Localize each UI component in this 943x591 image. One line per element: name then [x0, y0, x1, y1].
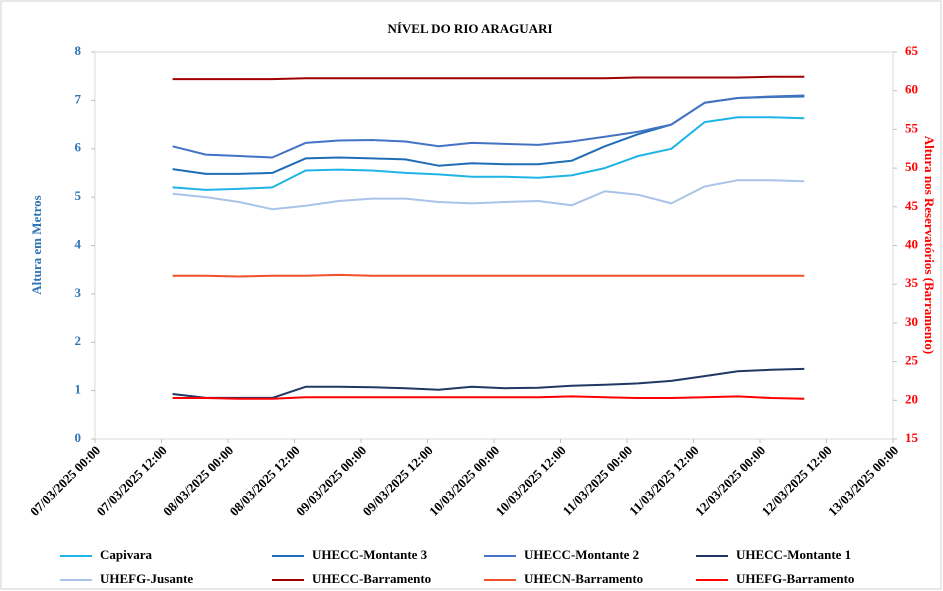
chart-title: NÍVEL DO RIO ARAGUARI [387, 21, 552, 36]
y-tick-label: 0 [75, 430, 82, 445]
y-tick-label: 2 [75, 333, 82, 348]
legend-label: UHECN-Barramento [524, 571, 643, 586]
y2-tick-label: 40 [905, 236, 918, 251]
y-axis-title: Altura em Metros [29, 195, 44, 294]
series-line [172, 116, 805, 191]
y-tick-label: 1 [75, 382, 82, 397]
y2-tick-label: 60 [905, 82, 918, 97]
series-line [172, 367, 805, 399]
y2-tick-label: 50 [905, 159, 918, 174]
y2-tick-label: 55 [905, 120, 919, 135]
y-tick-label: 4 [75, 236, 82, 251]
legend-label: UHECC-Barramento [312, 571, 431, 586]
y2-tick-label: 15 [905, 430, 919, 445]
legend-label: Capivara [100, 547, 153, 562]
series-line [172, 94, 805, 159]
legend-label: UHEFG-Jusante [100, 571, 193, 586]
legend-label: UHECC-Montante 3 [312, 547, 428, 562]
y-tick-label: 3 [75, 285, 82, 300]
legend-label: UHEFG-Barramento [736, 571, 854, 586]
series-line [172, 273, 805, 278]
y2-tick-label: 30 [905, 314, 918, 329]
y-tick-label: 5 [75, 188, 82, 203]
legend-label: UHECC-Montante 1 [736, 547, 851, 562]
y2-tick-label: 20 [905, 391, 918, 406]
y2-axis-title: Altura nos Reservatórios (Barramento) [922, 136, 937, 354]
y-tick-label: 7 [75, 91, 82, 106]
y2-tick-label: 65 [905, 43, 919, 58]
legend-label: UHECC-Montante 2 [524, 547, 639, 562]
y-tick-label: 6 [75, 140, 82, 155]
y2-tick-label: 45 [905, 198, 919, 213]
y2-tick-label: 35 [905, 275, 919, 290]
y-tick-label: 8 [75, 43, 82, 58]
series-line [172, 179, 805, 211]
y2-tick-label: 25 [905, 353, 919, 368]
series-line [172, 395, 805, 400]
series-line [172, 75, 805, 81]
